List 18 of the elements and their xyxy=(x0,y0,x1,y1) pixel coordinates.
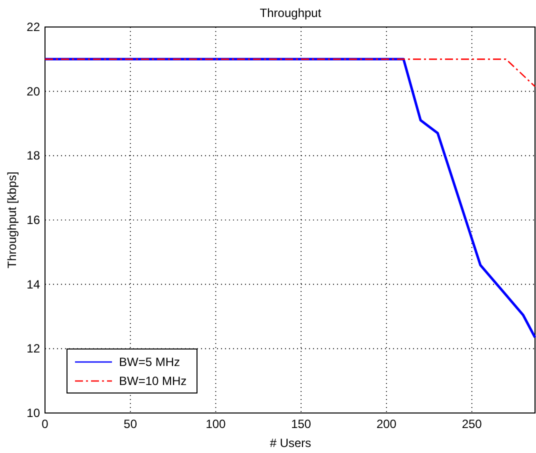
y-tick-label: 16 xyxy=(26,213,40,227)
x-tick-label: 250 xyxy=(462,417,482,431)
x-tick-label: 100 xyxy=(206,417,226,431)
x-tick-label: 50 xyxy=(124,417,138,431)
chart-title: Throughput xyxy=(260,6,322,20)
y-tick-label: 18 xyxy=(26,148,40,163)
y-tick-label: 14 xyxy=(26,277,40,292)
x-tick-label: 200 xyxy=(376,417,397,431)
x-tick-label: 0 xyxy=(42,417,49,431)
y-tick-label: 20 xyxy=(26,84,40,98)
y-tick-label: 12 xyxy=(26,342,40,356)
legend-label: BW=5 MHz xyxy=(119,355,180,369)
x-tick-label: 150 xyxy=(291,417,312,431)
y-tick-label: 22 xyxy=(26,20,40,34)
x-axis-title: # Users xyxy=(270,436,312,450)
y-tick-label: 10 xyxy=(26,406,40,420)
y-axis-title: Throughput [kbps] xyxy=(5,172,19,268)
legend-label: BW=10 MHz xyxy=(119,374,187,388)
